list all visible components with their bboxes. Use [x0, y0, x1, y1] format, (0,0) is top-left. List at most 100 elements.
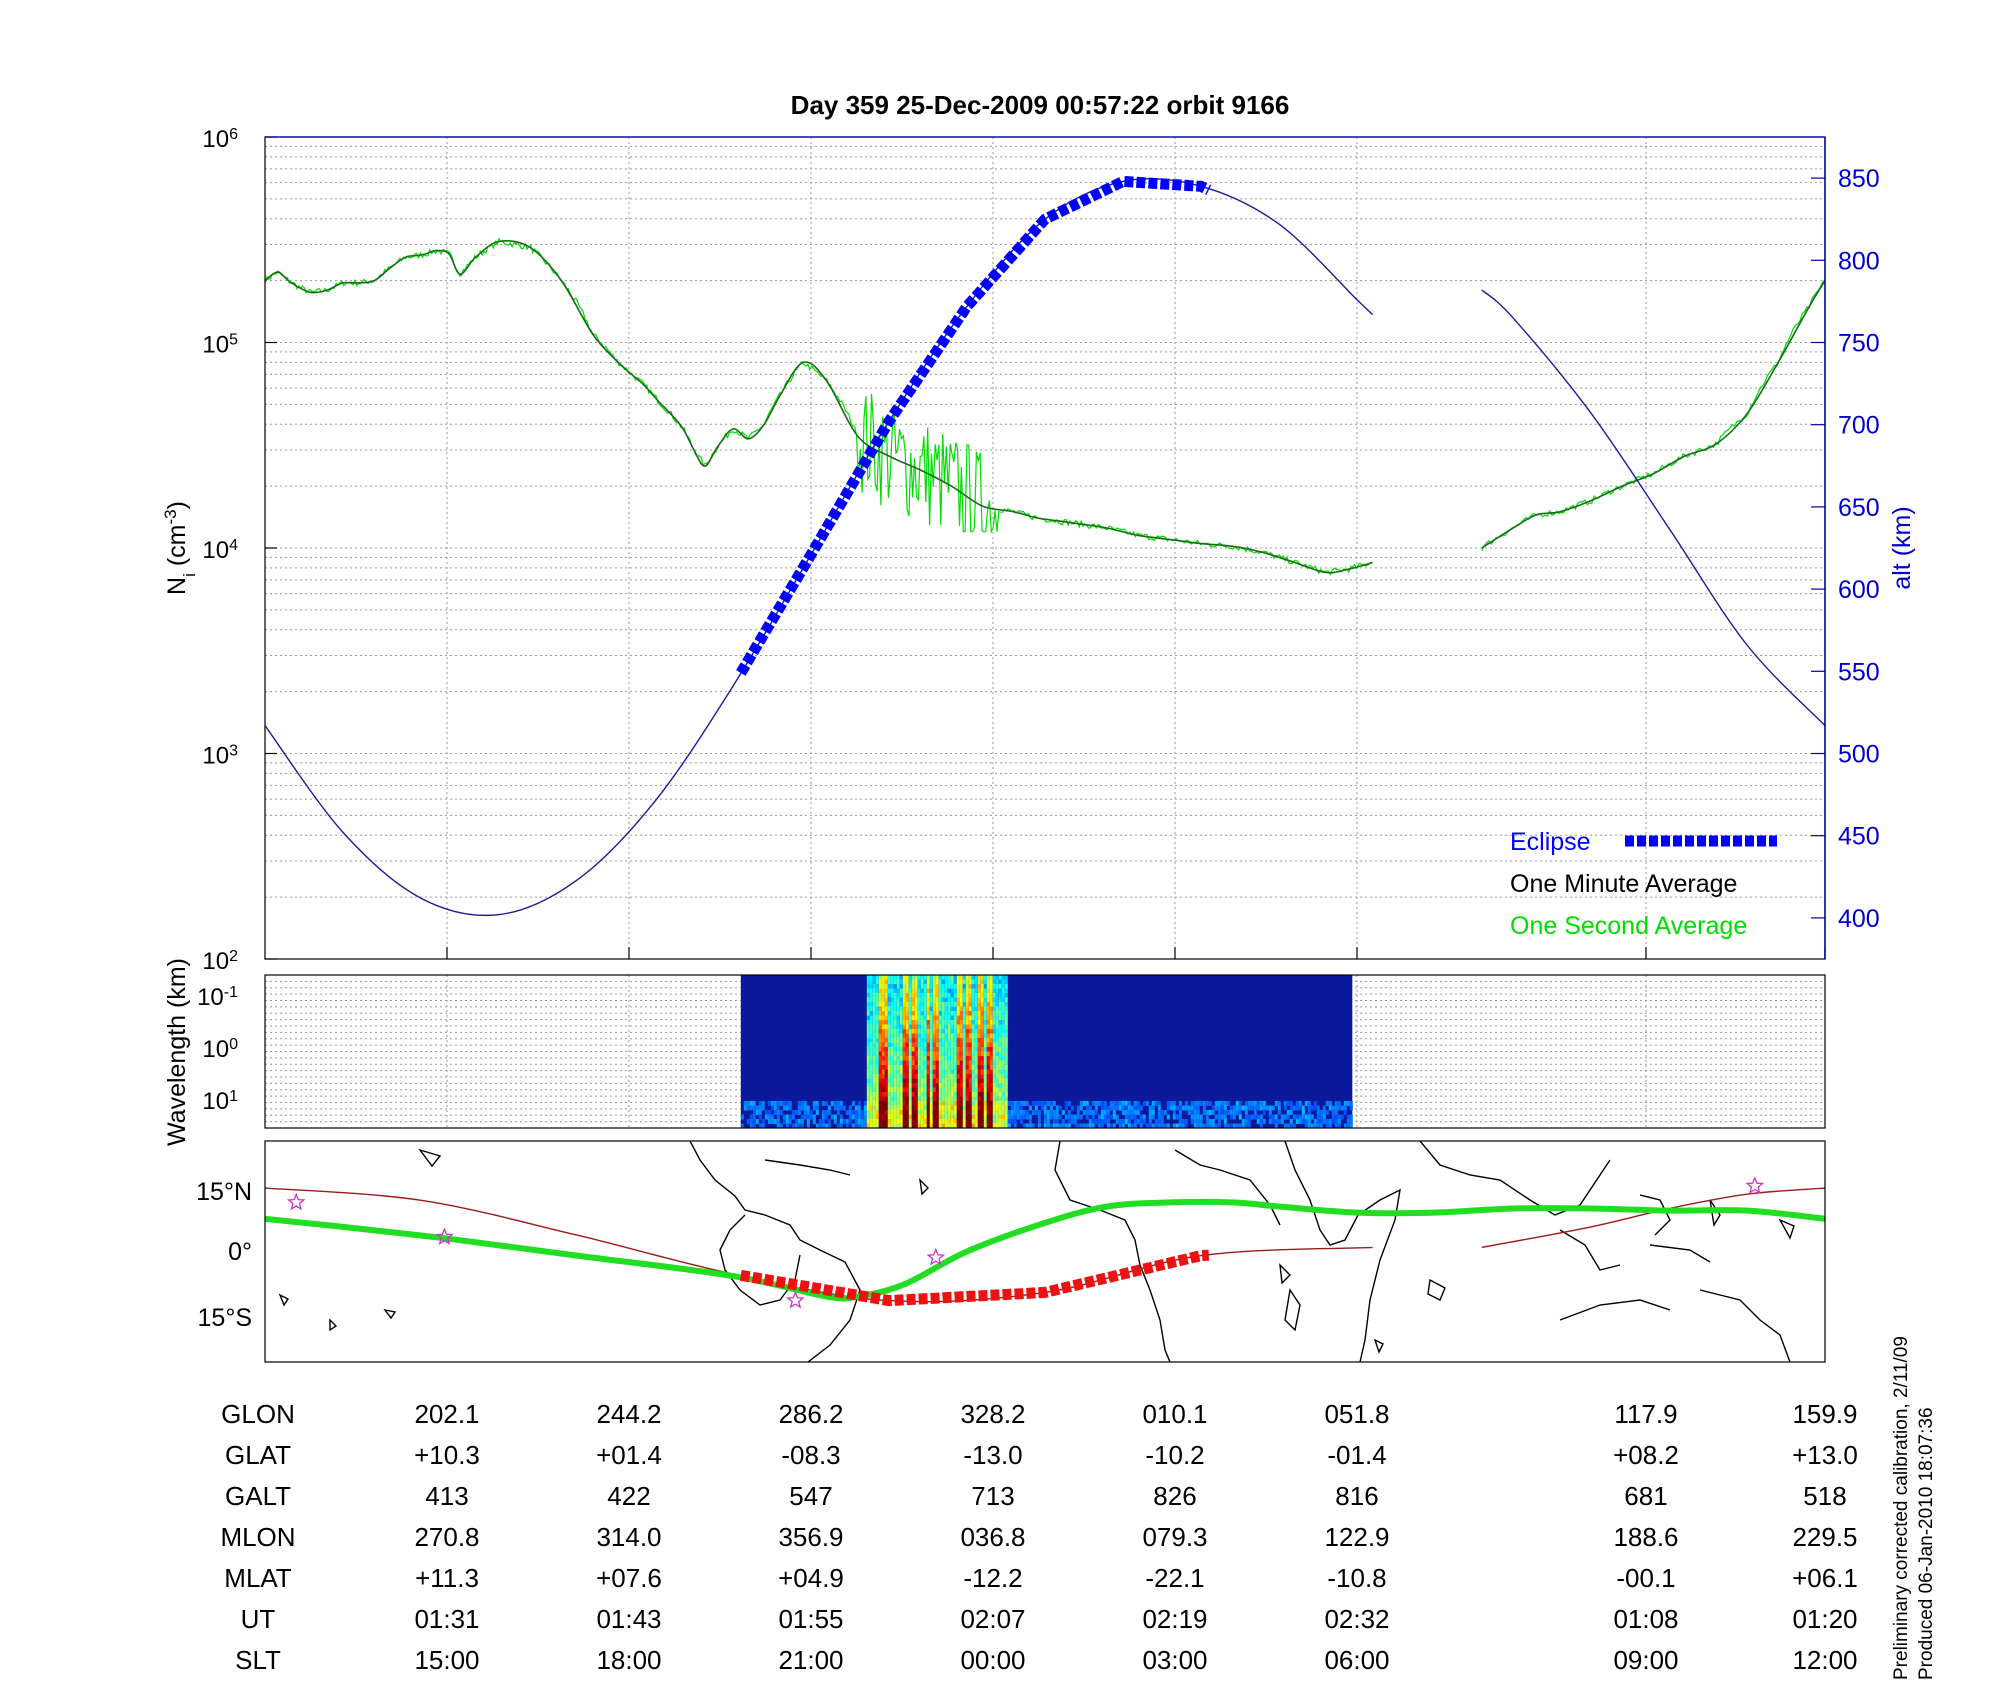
spectrogram-cell — [971, 1002, 975, 1007]
spectrogram-cell — [962, 1033, 966, 1039]
spectrogram-cell — [797, 1123, 801, 1128]
spectrogram-cell — [1346, 1114, 1350, 1120]
spectrogram-cell — [782, 1114, 786, 1120]
spectrogram-cell — [1307, 1114, 1311, 1120]
altitude-y-tick-label: 850 — [1838, 165, 1880, 193]
spectrogram-cell — [962, 975, 966, 980]
spectrogram-cell — [980, 1092, 984, 1097]
spectrogram-cell — [848, 1114, 852, 1120]
spectrogram-cell — [941, 1002, 945, 1007]
spectrogram-cell — [1283, 1101, 1287, 1106]
ephemeris-cell: 15:00 — [414, 1645, 479, 1675]
spectrogram-cell — [866, 975, 870, 980]
spectrogram-cell — [929, 1033, 933, 1039]
ephemeris-cell: 244.2 — [596, 1399, 661, 1429]
spectrogram-cell — [1313, 1105, 1317, 1111]
spectrogram-cell — [1346, 1119, 1350, 1124]
spectrogram-cell — [1178, 1110, 1182, 1115]
spectrogram-cell — [935, 1114, 939, 1120]
spectrogram-cell — [1148, 1123, 1152, 1128]
spectrogram-cell — [884, 1024, 888, 1030]
spectrogram-cell — [917, 1123, 921, 1128]
spectrogram-cell — [746, 1105, 750, 1111]
spectrogram-cell — [752, 1119, 756, 1124]
spectrogram-cell — [884, 1006, 888, 1012]
spectrogram-cell — [1016, 1114, 1020, 1120]
spectrogram-cell — [1280, 1114, 1284, 1120]
spectrogram-cell — [1004, 1038, 1008, 1043]
spectrogram-cell — [905, 1006, 909, 1012]
spectrogram-cell — [872, 1056, 876, 1061]
spectrogram-cell — [905, 1038, 909, 1043]
spectrogram-cell — [986, 1033, 990, 1039]
spectrogram-cell — [911, 1065, 915, 1070]
spectrogram-cell — [992, 997, 996, 1003]
spectrogram-cell — [1085, 1101, 1089, 1106]
ephemeris-cell: 02:32 — [1324, 1604, 1389, 1634]
spectrogram-cell — [878, 1110, 882, 1115]
spectrogram-cell — [1208, 1101, 1212, 1106]
ephemeris-cell: 06:00 — [1324, 1645, 1389, 1675]
spectrogram-cell — [947, 1002, 951, 1007]
spectrogram-cell — [1169, 1101, 1173, 1106]
spectrogram-cell — [932, 1042, 936, 1048]
spectrogram-cell — [851, 1114, 855, 1120]
spectrogram-cell — [938, 1087, 942, 1093]
spectrogram-cell — [971, 1051, 975, 1057]
spectrogram-cell — [935, 1101, 939, 1106]
spectrogram-cell — [968, 1029, 972, 1034]
spectrogram-cell — [911, 1092, 915, 1097]
spectrogram-cell — [899, 1065, 903, 1070]
spectrogram-cell — [866, 1038, 870, 1043]
spectrogram-cell — [1004, 1101, 1008, 1106]
spectrogram-cell — [875, 1006, 879, 1012]
spectrogram-cell — [1019, 1119, 1023, 1124]
spectrogram-cell — [893, 1074, 897, 1079]
spectrogram-cell — [1187, 1105, 1191, 1111]
spectrogram-cell — [1190, 1105, 1194, 1111]
spectrogram-cell — [953, 1011, 957, 1016]
spectrogram-cell — [947, 1096, 951, 1102]
spectrogram-cell — [1304, 1119, 1308, 1124]
spectrogram-cell — [887, 1078, 891, 1084]
spectrogram-cell — [1229, 1110, 1233, 1115]
spectrogram-cell — [1139, 1114, 1143, 1120]
spectrogram-cell — [1019, 1105, 1023, 1111]
spectrogram-cell — [977, 1123, 981, 1128]
spectrogram-cell — [1025, 1110, 1029, 1115]
spectrogram-cell — [1004, 1020, 1008, 1025]
spectrogram-cell — [872, 1074, 876, 1079]
spectrogram-cell — [995, 1033, 999, 1039]
tick-exponent: 1 — [229, 1088, 238, 1105]
spectrogram-cell — [1244, 1114, 1248, 1120]
spectrogram-cell — [1235, 1101, 1239, 1106]
spectrogram-cell — [1112, 1101, 1116, 1106]
spectrogram-cell — [983, 1002, 987, 1007]
spectrogram-cell — [1001, 1029, 1005, 1034]
spectrogram-cell — [962, 984, 966, 989]
spectrogram-cell — [911, 1056, 915, 1061]
spectrogram-cell — [1046, 1110, 1050, 1115]
spectrogram-cell — [1106, 1119, 1110, 1124]
spectrogram-cell — [983, 1101, 987, 1106]
spectrogram-cell — [1196, 1105, 1200, 1111]
spectrogram-cell — [965, 1006, 969, 1012]
spectrogram-cell — [947, 1024, 951, 1030]
ephemeris-row-label: MLAT — [224, 1563, 292, 1593]
spectrogram-cell — [1082, 1101, 1086, 1106]
spectrogram-cell — [977, 1006, 981, 1012]
spectrogram-cell — [917, 1038, 921, 1043]
spectrogram-cell — [968, 1047, 972, 1052]
spectrogram-cell — [914, 1060, 918, 1066]
spectrogram-cell — [986, 1060, 990, 1066]
spectrogram-cell — [1064, 1101, 1068, 1106]
spectrogram-cell — [1283, 1105, 1287, 1111]
spectrogram-cell — [1205, 1114, 1209, 1120]
spectrogram-cell — [1043, 1114, 1047, 1120]
spectrogram-cell — [947, 1011, 951, 1016]
ephemeris-cell: 01:08 — [1613, 1604, 1678, 1634]
spectrogram-cell — [977, 997, 981, 1003]
spectrogram-cell — [980, 1119, 984, 1124]
spectrogram-cell — [1253, 1110, 1257, 1115]
spectrogram-cell — [1316, 1123, 1320, 1128]
